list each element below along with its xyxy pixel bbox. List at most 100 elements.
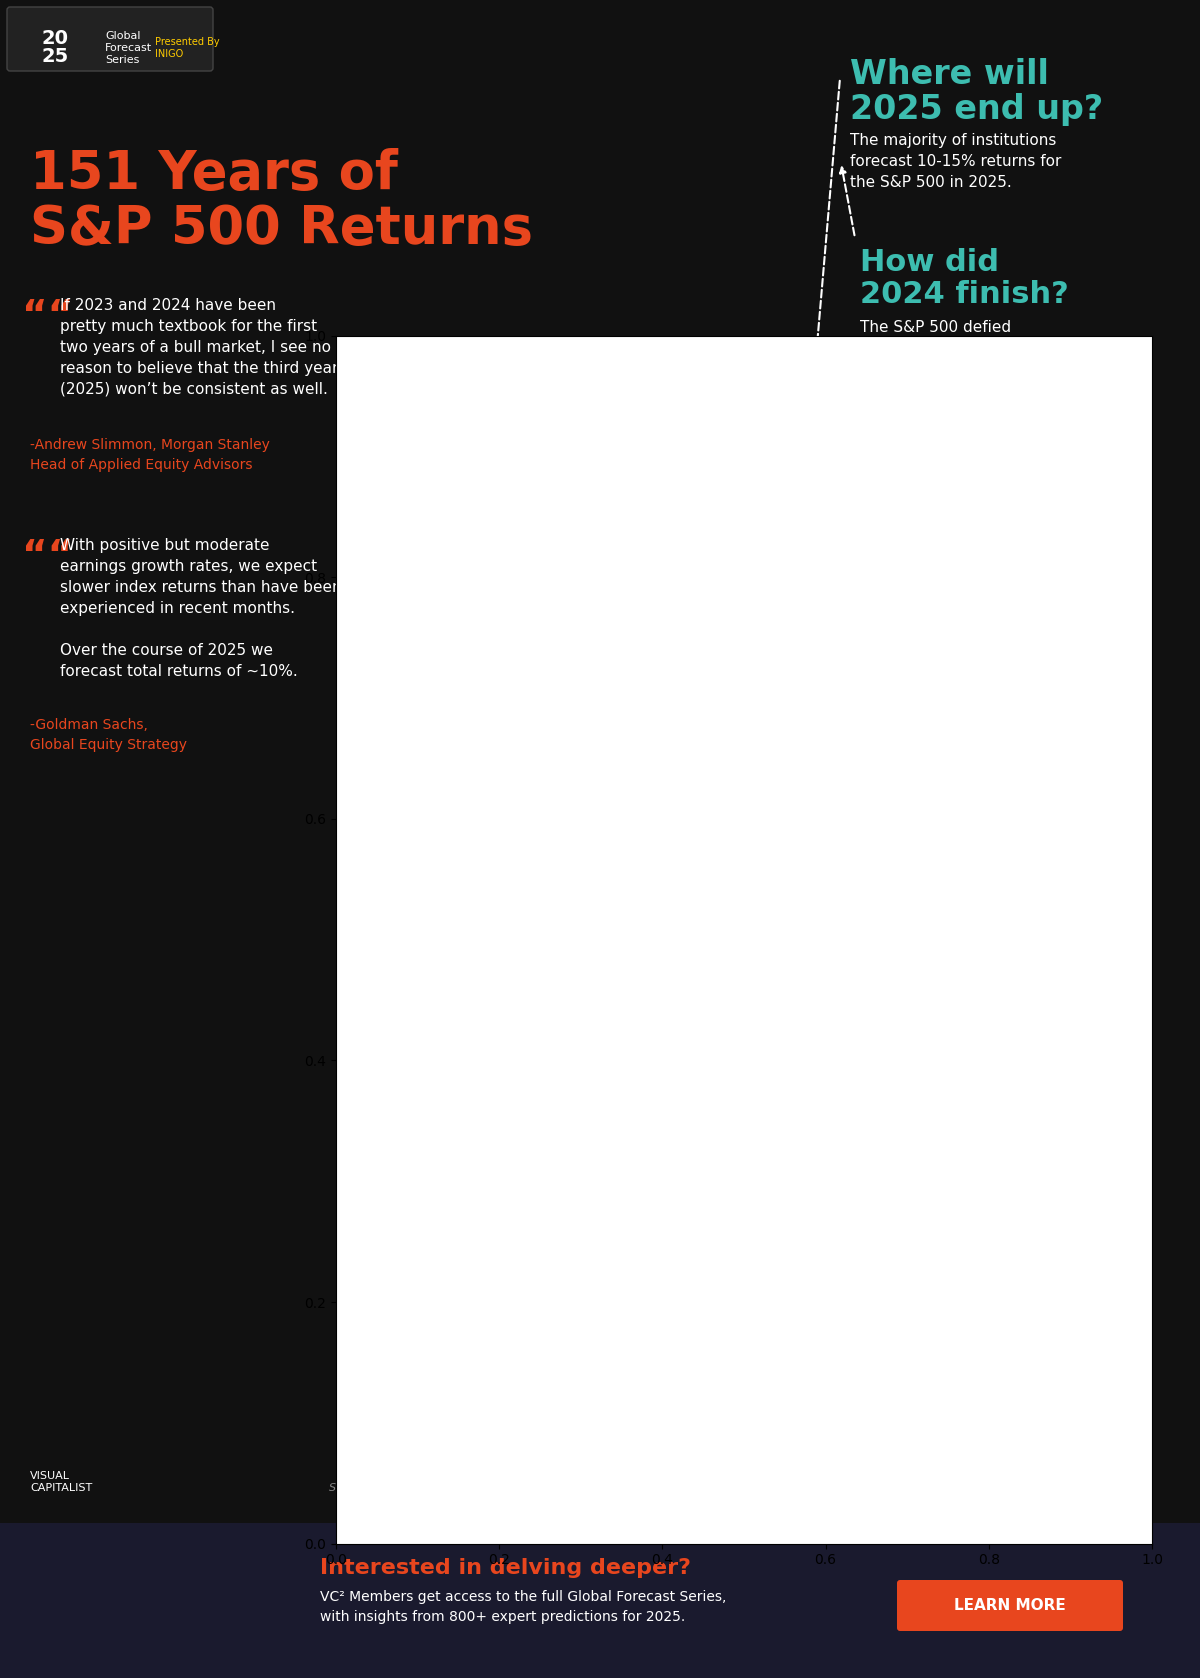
FancyBboxPatch shape	[728, 1188, 797, 1203]
Text: 1907: 1907	[456, 1493, 481, 1503]
FancyBboxPatch shape	[802, 1188, 870, 1203]
Text: 1917: 1917	[529, 1493, 554, 1503]
Text: 1964: 1964	[750, 670, 775, 678]
Text: Global
Forecast
Series: Global Forecast Series	[106, 32, 152, 64]
FancyBboxPatch shape	[802, 1272, 870, 1289]
FancyBboxPatch shape	[655, 1104, 724, 1119]
FancyBboxPatch shape	[728, 935, 797, 951]
FancyBboxPatch shape	[581, 1356, 649, 1373]
Text: 1900: 1900	[677, 1175, 701, 1183]
FancyBboxPatch shape	[728, 1035, 797, 1052]
Text: If 2023 and 2024 have been
pretty much textbook for the first
two years of a bul: If 2023 and 2024 have been pretty much t…	[60, 299, 338, 398]
Text: 1978: 1978	[750, 1258, 775, 1267]
FancyBboxPatch shape	[802, 1305, 870, 1322]
FancyBboxPatch shape	[728, 750, 797, 765]
FancyBboxPatch shape	[655, 1188, 724, 1203]
Text: How did: How did	[860, 248, 998, 277]
Text: 1967: 1967	[823, 1309, 848, 1317]
Text: 1908: 1908	[750, 921, 775, 931]
FancyBboxPatch shape	[728, 1255, 797, 1270]
FancyBboxPatch shape	[875, 1322, 943, 1339]
Text: 2017: 2017	[896, 1493, 922, 1503]
FancyBboxPatch shape	[728, 1104, 797, 1119]
Text: ““: ““	[22, 539, 73, 576]
FancyBboxPatch shape	[728, 1138, 797, 1153]
Text: 1903: 1903	[529, 1477, 554, 1487]
Text: 1923: 1923	[677, 1275, 702, 1284]
Text: 2023: 2023	[823, 1493, 848, 1503]
Text: 1972: 1972	[750, 1275, 775, 1284]
FancyBboxPatch shape	[802, 1255, 870, 1270]
Text: 1950: 1950	[823, 1258, 848, 1267]
FancyBboxPatch shape	[655, 1339, 724, 1356]
FancyBboxPatch shape	[1022, 1473, 1091, 1490]
Text: 2011: 2011	[750, 1460, 775, 1470]
Text: 1991: 1991	[823, 1376, 848, 1386]
Text: 1941: 1941	[677, 1342, 702, 1352]
FancyBboxPatch shape	[802, 1457, 870, 1473]
Text: 1910: 1910	[677, 1242, 701, 1250]
Text: 1997: 1997	[1044, 1493, 1069, 1503]
Text: 1988: 1988	[896, 1208, 922, 1217]
FancyBboxPatch shape	[802, 1205, 870, 1220]
Text: 1911: 1911	[677, 1258, 702, 1267]
Text: 1876: 1876	[529, 1460, 554, 1470]
Text: 1981: 1981	[750, 1342, 775, 1352]
FancyBboxPatch shape	[728, 1002, 797, 1019]
Text: 1885: 1885	[750, 854, 775, 864]
FancyBboxPatch shape	[655, 951, 724, 968]
FancyBboxPatch shape	[875, 1457, 943, 1473]
Text: Presented By
INIGO: Presented By INIGO	[155, 37, 220, 59]
Text: 1877: 1877	[677, 955, 702, 965]
FancyBboxPatch shape	[875, 1238, 943, 1253]
FancyBboxPatch shape	[1022, 1490, 1091, 1507]
FancyBboxPatch shape	[655, 985, 724, 1002]
Text: 1888: 1888	[677, 1040, 701, 1049]
FancyBboxPatch shape	[875, 1406, 943, 1423]
FancyBboxPatch shape	[875, 1490, 943, 1507]
FancyBboxPatch shape	[875, 1423, 943, 1440]
Text: S&P 500 Returns: S&P 500 Returns	[30, 203, 533, 255]
FancyBboxPatch shape	[802, 1222, 870, 1237]
Text: 1948: 1948	[750, 1158, 775, 1166]
Text: 1945: 1945	[896, 1242, 922, 1250]
Text: 1897: 1897	[677, 1007, 702, 1015]
Text: 1993: 1993	[750, 653, 775, 661]
Text: 1933: 1933	[1044, 1393, 1069, 1403]
FancyBboxPatch shape	[802, 1289, 870, 1305]
FancyBboxPatch shape	[728, 1222, 797, 1237]
FancyBboxPatch shape	[581, 1389, 649, 1406]
Text: 1951: 1951	[750, 1057, 775, 1066]
Text: 1958: 1958	[896, 1326, 922, 1336]
Text: 2000: 2000	[677, 1477, 701, 1487]
Text: 1946: 1946	[677, 1359, 702, 1369]
FancyBboxPatch shape	[728, 1490, 797, 1507]
FancyBboxPatch shape	[728, 1457, 797, 1473]
FancyBboxPatch shape	[655, 1171, 724, 1186]
FancyBboxPatch shape	[1022, 1423, 1091, 1440]
FancyBboxPatch shape	[655, 1406, 724, 1423]
Text: 1892: 1892	[750, 787, 775, 795]
Text: 1883: 1883	[677, 1074, 701, 1082]
FancyBboxPatch shape	[802, 1440, 870, 1457]
Text: 1944: 1944	[750, 1074, 775, 1082]
Text: 2020: 2020	[898, 1510, 922, 1520]
FancyBboxPatch shape	[728, 1356, 797, 1373]
Text: 1881: 1881	[677, 972, 701, 982]
FancyBboxPatch shape	[655, 1289, 724, 1305]
Text: 1896: 1896	[677, 1191, 702, 1200]
FancyBboxPatch shape	[581, 1473, 649, 1490]
Text: 1939: 1939	[677, 1326, 702, 1336]
Text: 2025: 2025	[750, 619, 775, 628]
FancyBboxPatch shape	[728, 1305, 797, 1322]
FancyBboxPatch shape	[875, 1440, 943, 1457]
Text: 1990: 1990	[750, 1376, 775, 1386]
FancyBboxPatch shape	[802, 1238, 870, 1253]
Text: 1980: 1980	[823, 1326, 848, 1336]
Text: 1906: 1906	[677, 1141, 701, 1149]
Text: 1879: 1879	[896, 1258, 922, 1267]
FancyBboxPatch shape	[655, 1423, 724, 1440]
Text: 1969: 1969	[677, 1426, 702, 1436]
FancyBboxPatch shape	[655, 1087, 724, 1102]
FancyBboxPatch shape	[728, 1423, 797, 1440]
